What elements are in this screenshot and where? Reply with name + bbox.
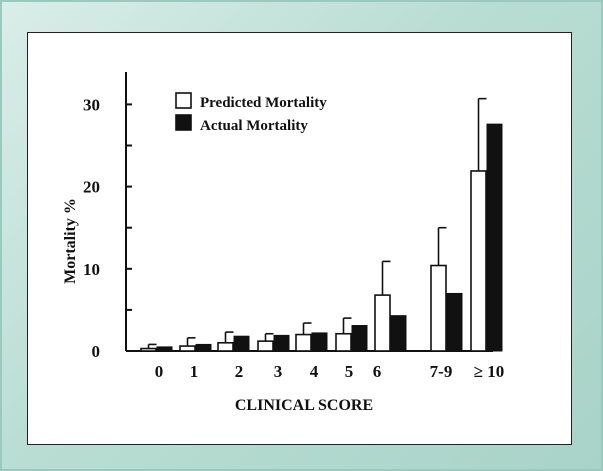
legend-swatch-actual bbox=[175, 114, 192, 131]
bar-actual bbox=[156, 346, 173, 352]
x-tick-label: 4 bbox=[310, 362, 319, 381]
bar-actual bbox=[311, 332, 328, 352]
bar-predicted bbox=[140, 347, 157, 352]
y-tick-label: 30 bbox=[83, 95, 100, 114]
y-tick-label: 0 bbox=[92, 342, 101, 361]
bar-predicted bbox=[335, 332, 352, 352]
y-axis-label: Mortality % bbox=[62, 198, 79, 284]
x-tick-label: 3 bbox=[274, 362, 283, 381]
legend-swatch-predicted bbox=[175, 92, 192, 109]
bar-actual bbox=[351, 325, 368, 352]
legend: Predicted Mortality Actual Mortality bbox=[175, 92, 327, 134]
y-tick-label: 20 bbox=[83, 178, 100, 197]
legend-label-actual: Actual Mortality bbox=[200, 118, 308, 134]
x-tick-label: 2 bbox=[235, 362, 244, 381]
x-tick-label: ≥ 10 bbox=[474, 362, 505, 381]
y-tick-label: 10 bbox=[83, 260, 100, 279]
bar-predicted bbox=[430, 264, 447, 352]
x-tick-label: 5 bbox=[345, 362, 354, 381]
bar-predicted bbox=[470, 170, 487, 352]
bar-actual bbox=[195, 343, 212, 352]
bar-predicted bbox=[295, 333, 312, 352]
legend-label-predicted: Predicted Mortality bbox=[200, 95, 327, 111]
x-tick-label: 0 bbox=[155, 362, 164, 381]
x-tick-label: 6 bbox=[373, 362, 382, 381]
bar-actual bbox=[273, 334, 290, 352]
bars-group: 0 1 2 3 4 5 6 7-9 ≥ 10 bbox=[140, 97, 505, 381]
bar-predicted bbox=[374, 294, 391, 352]
x-axis-label: CLINICAL SCORE bbox=[235, 397, 373, 414]
chart-panel: 0 10 20 30 0 1 2 3 4 5 6 7-9 ≥ 10 Predicted Mortali… bbox=[27, 32, 572, 445]
bar-actual bbox=[390, 315, 407, 352]
x-tick-label: 1 bbox=[190, 362, 199, 381]
bar-actual bbox=[446, 292, 463, 352]
bar-chart: 0 10 20 30 0 1 2 3 4 5 6 7-9 ≥ 10 Predicted Mortali… bbox=[62, 72, 505, 414]
bar-actual bbox=[233, 335, 250, 352]
bar-predicted bbox=[179, 345, 196, 352]
bar-actual bbox=[486, 123, 503, 352]
bar-predicted bbox=[217, 341, 234, 352]
x-tick-label: 7-9 bbox=[430, 362, 453, 381]
bar-predicted bbox=[257, 340, 274, 352]
